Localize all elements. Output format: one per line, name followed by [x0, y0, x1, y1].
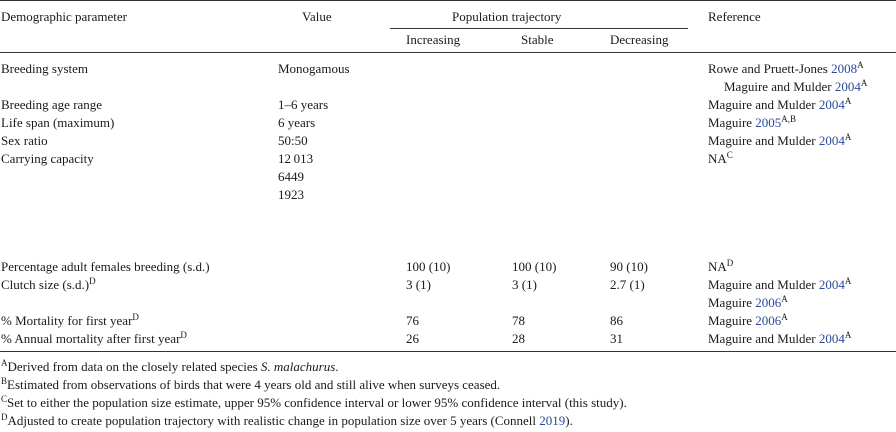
row-value: 50:50: [278, 133, 308, 148]
row-param: Carrying capacity: [1, 151, 94, 166]
row-value: 12 013: [278, 151, 314, 166]
header-reference: Reference: [708, 9, 761, 24]
row-param: Clutch size (s.d.)D: [1, 276, 96, 293]
row-reference: Maguire and Mulder 2004A: [708, 330, 852, 347]
row-decreasing: 2.7 (1): [610, 277, 645, 292]
citation-link[interactable]: 2006: [755, 313, 782, 328]
row-value: 6449: [278, 169, 304, 184]
header-decreasing: Decreasing: [610, 32, 669, 47]
bottom-rule: [0, 351, 896, 352]
citation-link[interactable]: 2006: [755, 295, 782, 310]
row-stable: 3 (1): [512, 277, 537, 292]
citation-link[interactable]: 2019: [539, 413, 566, 428]
row-decreasing: 86: [610, 313, 623, 328]
row-value: 1923: [278, 187, 304, 202]
footnote: CSet to either the population size estim…: [1, 394, 627, 411]
row-reference: Maguire and Mulder 2004A: [724, 78, 868, 95]
citation-link[interactable]: 2005: [755, 115, 782, 130]
row-reference: Rowe and Pruett-Jones 2008A: [708, 60, 864, 77]
row-value: 6 years: [278, 115, 316, 130]
row-param: Sex ratio: [1, 133, 48, 148]
row-param: Breeding system: [1, 61, 89, 76]
row-decreasing: 31: [610, 331, 623, 346]
citation-link[interactable]: 2004: [818, 133, 845, 148]
row-decreasing: 90 (10): [610, 259, 648, 274]
header-increasing: Increasing: [406, 32, 461, 47]
top-rule: [0, 0, 896, 1]
row-reference: Maguire and Mulder 2004A: [708, 96, 852, 113]
row-reference: NAC: [708, 150, 733, 167]
row-stable: 78: [512, 313, 525, 328]
footnote: DAdjusted to create population trajector…: [1, 412, 573, 429]
header-param: Demographic parameter: [1, 9, 127, 24]
citation-link[interactable]: 2008: [831, 61, 858, 76]
footnote: ADerived from data on the closely relate…: [1, 358, 339, 375]
row-increasing: 100 (10): [406, 259, 451, 274]
row-value: 1–6 years: [278, 97, 329, 112]
citation-link[interactable]: 2004: [818, 97, 845, 112]
row-increasing: 26: [406, 331, 419, 346]
citation-link[interactable]: 2004: [818, 277, 845, 292]
row-param: Life span (maximum): [1, 115, 115, 130]
citation-link[interactable]: 2004: [834, 79, 861, 94]
row-reference: NAD: [708, 258, 734, 275]
row-increasing: 3 (1): [406, 277, 431, 292]
row-stable: 100 (10): [512, 259, 557, 274]
row-param: Percentage adult females breeding (s.d.): [1, 259, 210, 274]
row-value: Monogamous: [278, 61, 350, 76]
row-param: Breeding age range: [1, 97, 103, 112]
row-reference: Maguire 2006A: [708, 294, 788, 311]
header-rule: [0, 52, 896, 53]
row-reference: Maguire 2005A,B: [708, 114, 797, 131]
row-increasing: 76: [406, 313, 419, 328]
row-param: % Annual mortality after first yearD: [1, 330, 187, 347]
row-reference: Maguire and Mulder 2004A: [708, 276, 852, 293]
row-reference: Maguire 2006A: [708, 312, 788, 329]
header-trajectory: Population trajectory: [452, 9, 562, 24]
row-param: % Mortality for first yearD: [1, 312, 139, 329]
citation-link[interactable]: 2004: [818, 331, 845, 346]
row-stable: 28: [512, 331, 525, 346]
row-reference: Maguire and Mulder 2004A: [708, 132, 852, 149]
header-value: Value: [302, 9, 332, 24]
header-stable: Stable: [521, 32, 554, 47]
footnote: BEstimated from observations of birds th…: [1, 376, 501, 393]
trajectory-underline: [390, 28, 688, 29]
